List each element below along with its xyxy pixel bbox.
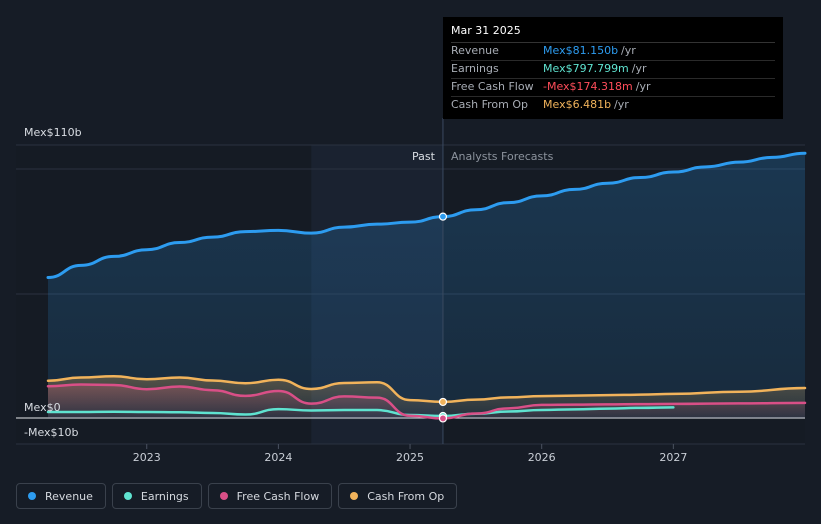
legend-label: Cash From Op xyxy=(367,489,445,503)
tooltip-date: Mar 31 2025 xyxy=(451,24,775,43)
tooltip-value: Mex$81.150b xyxy=(543,44,619,57)
revenue-marker xyxy=(438,212,448,221)
free-cash-flow-marker xyxy=(438,414,448,423)
tooltip-label: Earnings xyxy=(451,62,499,75)
tooltip-row-cash-from-op: Cash From Op Mex$6.481b /yr xyxy=(451,97,775,114)
tooltip-label: Revenue xyxy=(451,44,499,57)
y-axis-label-zero: Mex$0 xyxy=(24,401,61,414)
series-lines xyxy=(46,151,807,420)
tooltip-row-revenue: Revenue Mex$81.150b /yr xyxy=(451,43,775,61)
revenue-area xyxy=(48,153,805,418)
x-axis-ticks: 2023 2024 2025 2026 2027 xyxy=(133,444,687,464)
tooltip-unit: /yr xyxy=(631,62,647,75)
past-label: Past xyxy=(412,150,436,163)
y-axis-label-bottom: -Mex$10b xyxy=(24,426,79,439)
tooltip-value: -Mex$174.318m xyxy=(543,80,633,93)
x-tick-label: 2027 xyxy=(659,451,687,464)
legend-label: Earnings xyxy=(140,489,189,503)
y-axis-label-top: Mex$110b xyxy=(24,126,82,139)
x-tick-label: 2024 xyxy=(264,451,292,464)
legend-label: Free Cash Flow xyxy=(236,489,320,503)
legend-item-earnings[interactable]: Earnings xyxy=(111,483,202,509)
legend-item-free-cash-flow[interactable]: Free Cash Flow xyxy=(207,483,333,509)
tooltip-unit: /yr xyxy=(614,98,629,111)
forecast-label: Analysts Forecasts xyxy=(451,150,554,163)
tooltip-row-earnings: Earnings Mex$797.799m /yr xyxy=(451,61,775,79)
highlight-markers xyxy=(438,212,448,423)
tooltip-label: Free Cash Flow xyxy=(451,80,534,93)
earnings-line xyxy=(46,406,675,418)
tooltip-unit: /yr xyxy=(635,80,651,93)
data-tooltip: Mar 31 2025 Revenue Mex$81.150b /yr Earn… xyxy=(443,17,783,119)
legend-item-revenue[interactable]: Revenue xyxy=(16,483,106,509)
tooltip-value: Mex$6.481b xyxy=(543,98,612,111)
tooltip-label: Cash From Op xyxy=(451,98,529,111)
revenue-line xyxy=(46,151,807,280)
cash-from-op-dot-icon xyxy=(350,492,359,500)
x-tick-label: 2023 xyxy=(133,451,161,464)
chart-legend: Revenue Earnings Free Cash Flow Cash Fro… xyxy=(16,483,458,509)
tooltip-unit: /yr xyxy=(621,44,636,57)
x-tick-label: 2025 xyxy=(396,451,424,464)
legend-item-cash-from-op[interactable]: Cash From Op xyxy=(338,483,458,509)
free-cash-flow-line xyxy=(46,383,807,420)
cash-from-op-marker xyxy=(438,397,448,407)
revenue-dot-icon xyxy=(28,492,36,500)
x-tick-label: 2026 xyxy=(528,451,556,464)
tooltip-row-free-cash-flow: Free Cash Flow -Mex$174.318m /yr xyxy=(451,79,775,97)
cash-from-op-line xyxy=(46,375,807,404)
free-cash-flow-dot-icon xyxy=(219,492,228,500)
tooltip-value: Mex$797.799m xyxy=(543,62,629,75)
earnings-dot-icon xyxy=(123,492,132,500)
legend-label: Revenue xyxy=(45,489,93,503)
